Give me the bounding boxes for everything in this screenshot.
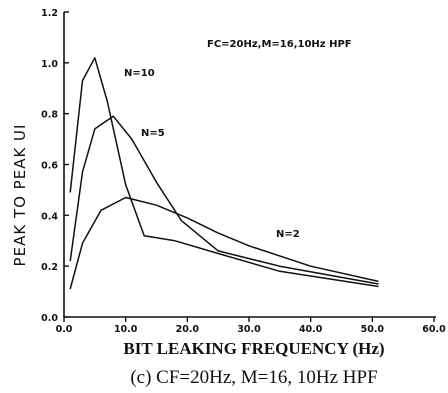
x-tick-label: 50.0 [361,324,385,335]
y-tick-label: 0.0 [41,313,58,324]
y-tick-label: 0.4 [41,211,58,222]
series-label: N=2 [276,229,300,240]
x-tick-label: 0.0 [56,324,73,335]
tick-group: 0.0 10.0 20.0 30.0 40.0 50.0 60.0 0.0 0.2 0.4 0.6 0… [41,8,446,335]
y-tick-label: 1.0 [41,59,58,70]
series-label: N=10 [124,68,155,79]
series-line-n-5 [69,115,379,285]
axes [63,12,436,318]
figure-caption: (c) CF=20Hz, M=16, 10Hz HPF [130,367,377,388]
chart-annotation: FC=20Hz,M=16,10Hz HPF [207,39,352,50]
x-tick-label: 30.0 [237,324,261,335]
x-tick-label: 20.0 [176,324,200,335]
x-axis-label: BIT LEAKING FREQUENCY (Hz) [123,339,384,358]
series-label: N=5 [141,128,165,139]
x-tick-label: 40.0 [299,324,323,335]
y-axis-label: PEAK TO PEAK UI [11,124,29,267]
series-line-n-2 [69,196,379,290]
series-labels: N=10 N=5 N=2 [124,68,300,240]
series-line-n-10 [69,57,379,288]
x-tick-label: 60.0 [422,324,446,335]
y-tick-label: 0.2 [41,262,58,273]
x-tick-label: 10.0 [114,324,138,335]
y-tick-label: 0.6 [41,161,58,172]
y-tick-label: 1.2 [41,8,58,19]
series-lines [69,57,379,290]
y-tick-label: 0.8 [41,110,58,121]
